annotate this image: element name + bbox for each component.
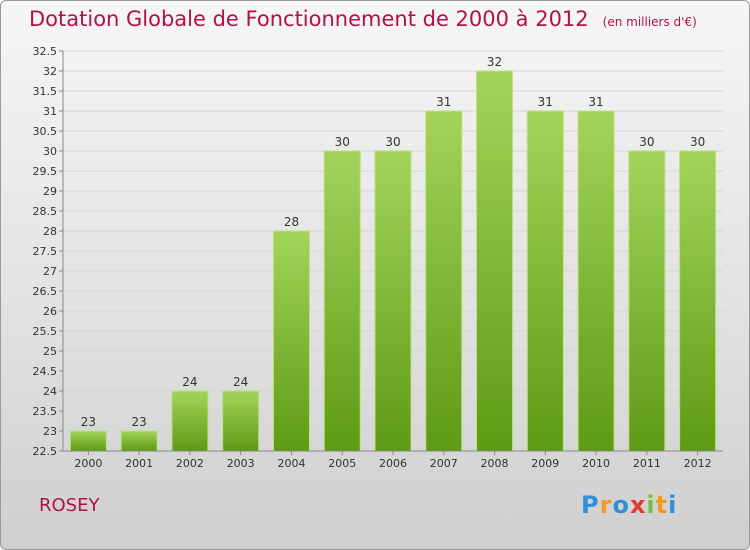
y-tick-label: 31.5: [33, 85, 58, 98]
x-tick-label: 2009: [531, 457, 559, 470]
bar-2006: [374, 150, 412, 452]
logo-letter: i: [646, 491, 656, 519]
chart-title: Dotation Globale de Fonctionnement de 20…: [29, 7, 697, 31]
y-tick-label: 27: [43, 265, 57, 278]
y-tick-label: 26.5: [33, 285, 58, 298]
bar-2003: [222, 390, 260, 452]
bar-value-label: 30: [335, 135, 350, 149]
bar-2009: [526, 110, 564, 452]
y-tick-label: 22.5: [33, 445, 58, 458]
y-tick-label: 31: [43, 105, 57, 118]
x-tick-label: 2007: [430, 457, 458, 470]
y-tick-label: 25.5: [33, 325, 58, 338]
bar-2005: [323, 150, 361, 452]
bar-value-label: 30: [639, 135, 654, 149]
x-tick-label: 2008: [481, 457, 509, 470]
y-tick-label: 32.5: [33, 45, 58, 58]
bar-value-labels: 23 23 24 24 28 30 30 31 32 31 31 30 30: [81, 55, 706, 429]
logo-letter: i: [668, 491, 678, 519]
y-tick-label: 27.5: [33, 245, 58, 258]
chart-subtitle: (en milliers d'€): [602, 15, 697, 29]
bar-value-label: 24: [233, 375, 248, 389]
logo-letter: x: [629, 491, 647, 519]
x-tick-label: 2004: [277, 457, 305, 470]
logo-letter: r: [599, 491, 613, 519]
chart-title-text: Dotation Globale de Fonctionnement de 20…: [29, 7, 589, 31]
x-tick-label: 2011: [633, 457, 661, 470]
bar-2012: [679, 150, 717, 452]
bar-2008: [476, 70, 514, 452]
logo-letter: P: [581, 491, 600, 519]
bar-2007: [425, 110, 463, 452]
x-tick-label: 2000: [74, 457, 102, 470]
y-tick-label: 24: [43, 385, 57, 398]
bar-2000: [69, 430, 107, 452]
x-axis-ticks: 2000 2001 2002 2003 2004 2005 2006 2007 2008 2009…: [74, 451, 712, 470]
bar-value-label: 31: [436, 95, 451, 109]
y-tick-label: 28.5: [33, 205, 58, 218]
bar-value-label: 30: [690, 135, 705, 149]
bar-value-label: 23: [81, 415, 96, 429]
x-tick-label: 2001: [125, 457, 153, 470]
bar-2011: [628, 150, 666, 452]
bars: [69, 70, 717, 452]
bar-value-label: 31: [538, 95, 553, 109]
bar-2001: [120, 430, 158, 452]
y-tick-label: 25: [43, 345, 57, 358]
y-tick-label: 28: [43, 225, 57, 238]
logo-letter: t: [655, 491, 669, 519]
y-tick-label: 29: [43, 185, 57, 198]
y-tick-label: 24.5: [33, 365, 58, 378]
bar-value-label: 28: [284, 215, 299, 229]
x-tick-label: 2010: [582, 457, 610, 470]
bar-value-label: 30: [385, 135, 400, 149]
x-tick-label: 2006: [379, 457, 407, 470]
bar-2002: [171, 390, 209, 452]
x-tick-label: 2012: [684, 457, 712, 470]
y-tick-label: 30: [43, 145, 57, 158]
bar-value-label: 24: [182, 375, 197, 389]
y-axis-ticks: 22.5 23 23.5 24 24.5 25 25.5 26 26.5 27 27.5 28 28.5…: [33, 45, 63, 458]
bar-value-label: 23: [132, 415, 147, 429]
commune-name: ROSEY: [39, 495, 100, 516]
y-tick-label: 30.5: [33, 125, 58, 138]
y-tick-label: 23.5: [33, 405, 58, 418]
x-tick-label: 2003: [227, 457, 255, 470]
bar-value-label: 32: [487, 55, 502, 69]
y-tick-label: 23: [43, 425, 57, 438]
logo-letter: o: [612, 491, 630, 519]
y-tick-label: 29.5: [33, 165, 58, 178]
x-tick-label: 2005: [328, 457, 356, 470]
x-tick-label: 2002: [176, 457, 204, 470]
proxiti-logo: Proxiti: [581, 491, 677, 519]
y-tick-label: 32: [43, 65, 57, 78]
bar-2004: [272, 230, 310, 452]
y-tick-label: 26: [43, 305, 57, 318]
bar-2010: [577, 110, 615, 452]
bar-value-label: 31: [588, 95, 603, 109]
